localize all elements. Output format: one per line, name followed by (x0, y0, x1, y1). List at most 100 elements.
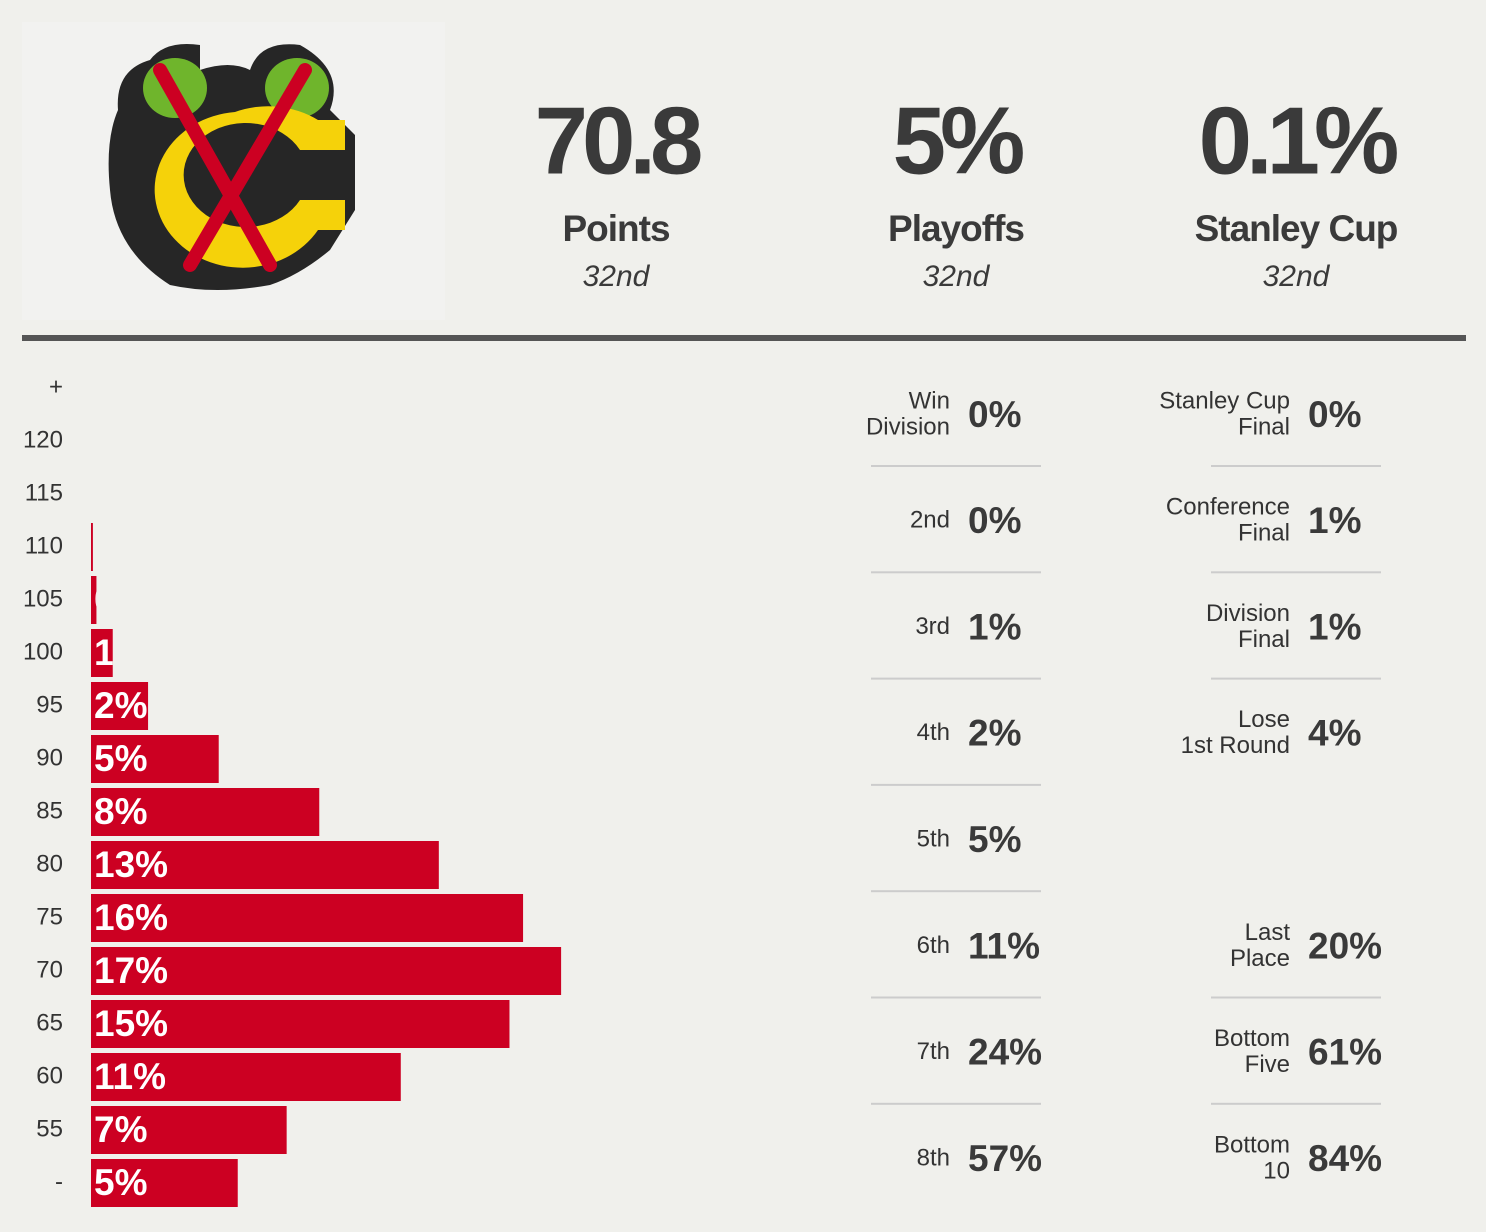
row-value: 5% (968, 819, 1021, 860)
stat-value: 5% (893, 87, 1023, 194)
bar-label: 16% (94, 897, 168, 938)
row-divider (871, 783, 1041, 786)
row-label: Win (909, 387, 950, 414)
row-label: Division (1206, 600, 1290, 627)
y-tick-label: 55 (36, 1115, 63, 1142)
row-value: 57% (968, 1138, 1042, 1179)
divider (22, 335, 1466, 341)
stat-rank: 32nd (1263, 260, 1331, 293)
row-label: 7th (917, 1038, 950, 1065)
bar (91, 1053, 401, 1101)
row-value: 11% (968, 925, 1040, 966)
row-label: Last (1245, 919, 1291, 946)
bar-label: 2% (94, 685, 147, 726)
row-label: Bottom (1214, 1025, 1290, 1052)
row-label: 8th (917, 1144, 950, 1171)
row-value: 1% (968, 606, 1021, 647)
stat-label: Points (562, 208, 669, 249)
bar (91, 629, 113, 677)
y-tick-label: 115 (25, 479, 63, 506)
row-label: Lose (1238, 706, 1290, 733)
row-divider (871, 465, 1041, 467)
row-divider (871, 890, 1041, 893)
bar-label: 11% (94, 1056, 166, 1097)
bar (91, 523, 93, 571)
y-tick-label: 75 (36, 903, 63, 930)
stat-rank: 32nd (583, 260, 651, 293)
row-label: 10 (1263, 1157, 1290, 1184)
row-label: Bottom (1214, 1131, 1290, 1158)
bar-label: 0% (94, 579, 147, 620)
bar-label: 5% (94, 1162, 147, 1203)
row-divider (1211, 1102, 1381, 1105)
row-label: 6th (917, 932, 950, 959)
row-label: Five (1245, 1051, 1290, 1078)
y-tick-label: 120 (23, 426, 63, 453)
team-logo (108, 44, 355, 290)
stat-value: 0.1% (1199, 87, 1397, 194)
row-divider (1211, 677, 1381, 680)
bar-label: 15% (94, 1003, 168, 1044)
bar (91, 947, 562, 995)
y-tick-label: 65 (36, 1009, 63, 1036)
y-tick-label: 70 (36, 956, 63, 983)
row-label: Final (1238, 520, 1290, 547)
row-value: 24% (968, 1032, 1042, 1073)
row-value: 2% (968, 713, 1021, 754)
row-label: Final (1238, 626, 1290, 653)
bar-label: 17% (94, 950, 168, 991)
y-tick-label: 95 (36, 691, 63, 718)
row-divider (871, 677, 1041, 680)
row-divider (1211, 996, 1381, 999)
row-divider (871, 996, 1041, 999)
bar-label: 8% (94, 791, 147, 832)
y-tick-label: 105 (23, 585, 63, 612)
stat-label: Stanley Cup (1195, 208, 1398, 249)
row-divider (871, 1102, 1041, 1105)
y-tick-label: 100 (23, 638, 63, 665)
row-label: 2nd (910, 507, 950, 534)
row-value: 0% (1308, 394, 1361, 435)
row-label: Stanley Cup (1159, 387, 1290, 414)
row-label: Conference (1166, 494, 1290, 521)
row-value: 20% (1308, 925, 1382, 966)
y-tick-label: 60 (36, 1062, 63, 1089)
row-value: 84% (1308, 1138, 1382, 1179)
row-label: 1st Round (1181, 732, 1290, 759)
bar-label: 0% (94, 526, 147, 567)
bar (91, 894, 524, 942)
row-divider (871, 571, 1041, 574)
row-value: 1% (1308, 606, 1361, 647)
bar-label: 1% (94, 632, 147, 673)
row-divider (1211, 465, 1381, 467)
stat-label: Playoffs (888, 208, 1024, 249)
y-tick-label: 90 (36, 744, 63, 771)
y-tick-label: - (55, 1168, 63, 1195)
bar-label: 7% (94, 1109, 147, 1150)
row-value: 4% (1308, 713, 1361, 754)
bar (91, 841, 439, 889)
row-divider (1211, 571, 1381, 574)
row-label: Final (1238, 413, 1290, 440)
y-tick-label: 85 (36, 797, 63, 824)
bar (91, 788, 320, 836)
stat-value: 70.8 (535, 87, 701, 194)
row-label: Place (1230, 945, 1290, 972)
y-tick-label: 110 (25, 532, 63, 559)
bar (91, 682, 149, 730)
row-value: 0% (968, 500, 1021, 541)
bar (91, 1159, 238, 1207)
row-label: Division (866, 413, 950, 440)
y-tick-label: 80 (36, 850, 63, 877)
bar (91, 1106, 287, 1154)
bar (91, 735, 219, 783)
row-label: 3rd (915, 613, 950, 640)
row-value: 0% (968, 394, 1021, 435)
row-value: 1% (1308, 500, 1361, 541)
stat-rank: 32nd (923, 260, 991, 293)
bar-label: 5% (94, 738, 147, 779)
row-value: 61% (1308, 1032, 1382, 1073)
bar (91, 1000, 510, 1048)
row-label: 4th (917, 719, 950, 746)
